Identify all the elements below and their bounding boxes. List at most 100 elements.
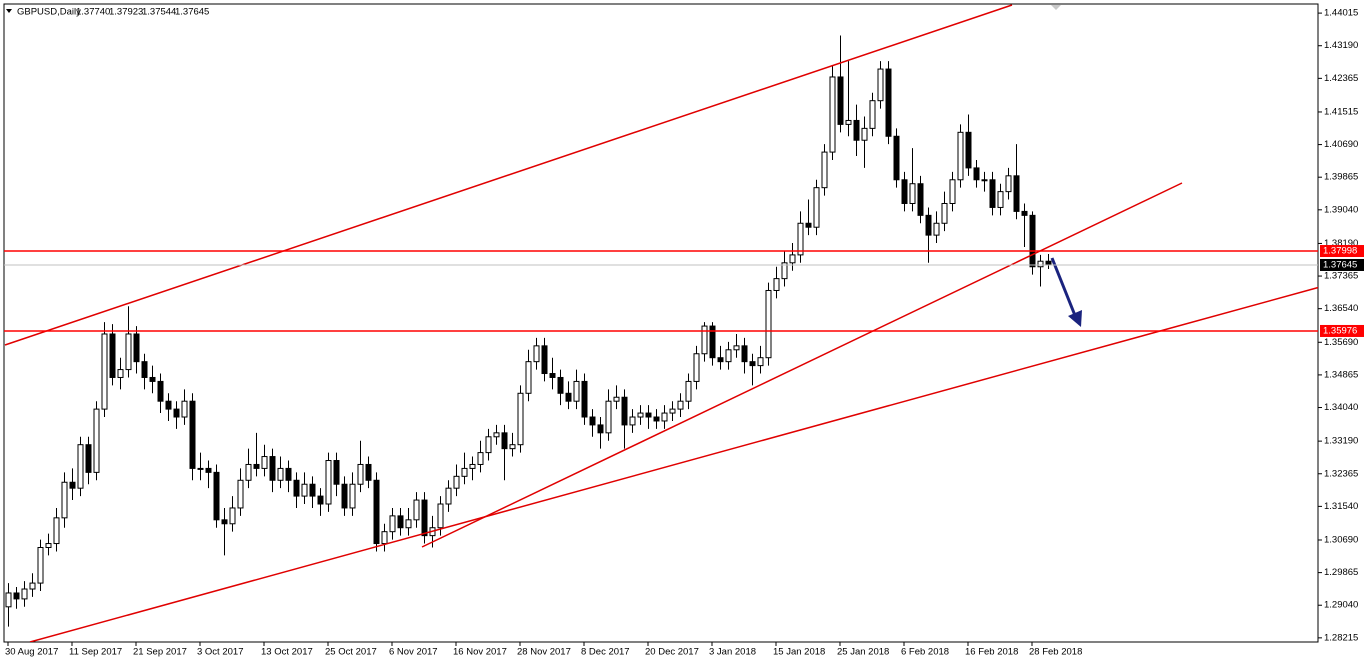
candle-body bbox=[413, 499, 420, 521]
candle-body bbox=[637, 412, 644, 418]
candle-body bbox=[773, 278, 780, 291]
level-label: 1.35976 bbox=[1323, 325, 1357, 336]
candle-body bbox=[701, 325, 708, 355]
candle-body bbox=[661, 412, 668, 422]
candle-body bbox=[101, 333, 108, 410]
candle-body bbox=[981, 179, 988, 182]
y-tick-label: 1.28215 bbox=[1324, 632, 1358, 643]
price-label: 1.37645 bbox=[1323, 259, 1357, 270]
y-tick-label: 1.39865 bbox=[1324, 172, 1358, 183]
candle-body bbox=[165, 400, 172, 410]
candle-body bbox=[189, 400, 196, 469]
candle-body bbox=[1045, 260, 1052, 266]
candle-body bbox=[965, 131, 972, 169]
channel-lower bbox=[29, 286, 1318, 642]
y-tick-label: 1.34040 bbox=[1324, 402, 1358, 413]
candle-body bbox=[565, 392, 572, 402]
level-label: 1.37998 bbox=[1323, 246, 1357, 257]
candle-body bbox=[229, 507, 236, 525]
candle-body bbox=[957, 131, 964, 181]
candle-body bbox=[829, 76, 836, 153]
candle-body bbox=[821, 151, 828, 189]
candle-body bbox=[725, 349, 732, 363]
candle-body bbox=[533, 345, 540, 363]
candle-body bbox=[1029, 214, 1036, 268]
candle-body bbox=[973, 167, 980, 181]
x-tick-label: 20 Dec 2017 bbox=[645, 647, 699, 658]
trendlines bbox=[4, 4, 1318, 642]
candle-body bbox=[157, 380, 164, 402]
candle-body bbox=[597, 424, 604, 434]
candle-body bbox=[1037, 260, 1044, 268]
candle-body bbox=[53, 517, 60, 545]
candle-body bbox=[13, 592, 20, 600]
candle-body bbox=[517, 392, 524, 446]
x-tick-label: 25 Oct 2017 bbox=[325, 647, 377, 658]
x-tick-label: 16 Nov 2017 bbox=[453, 647, 507, 658]
x-tick-label: 13 Oct 2017 bbox=[261, 647, 313, 658]
x-tick-label: 28 Feb 2018 bbox=[1029, 647, 1082, 658]
candle-body bbox=[37, 546, 44, 584]
candle-body bbox=[613, 396, 620, 402]
candle-body bbox=[437, 503, 444, 529]
y-tick-label: 1.44015 bbox=[1324, 8, 1358, 19]
candle-body bbox=[61, 481, 68, 519]
x-tick-label: 3 Oct 2017 bbox=[197, 647, 243, 658]
candle-body bbox=[853, 119, 860, 141]
candle-body bbox=[733, 345, 740, 351]
candles bbox=[5, 35, 1052, 627]
candle-body bbox=[797, 222, 804, 256]
candle-body bbox=[693, 353, 700, 382]
candle-body bbox=[397, 515, 404, 529]
candle-body bbox=[813, 187, 820, 228]
candle-body bbox=[709, 325, 716, 359]
candle-body bbox=[877, 68, 884, 102]
candle-body bbox=[405, 519, 412, 529]
candle-body bbox=[549, 373, 556, 378]
candle-body bbox=[477, 452, 484, 465]
candle-body bbox=[149, 376, 156, 382]
candle-body bbox=[173, 408, 180, 418]
y-tick-label: 1.36540 bbox=[1324, 303, 1358, 314]
y-tick-label: 1.29040 bbox=[1324, 600, 1358, 611]
forecast-arrowhead bbox=[1068, 310, 1082, 327]
candle-body bbox=[421, 499, 428, 537]
candle-body bbox=[373, 479, 380, 545]
candle-body bbox=[333, 460, 340, 485]
candle-body bbox=[805, 222, 812, 228]
candle-body bbox=[717, 357, 724, 363]
candle-body bbox=[621, 396, 628, 426]
candle-body bbox=[205, 467, 212, 473]
y-tick-label: 1.39040 bbox=[1324, 204, 1358, 215]
candle-body bbox=[1021, 210, 1028, 216]
header-close: 1.37645 bbox=[175, 7, 209, 18]
candle-body bbox=[581, 380, 588, 418]
candle-body bbox=[253, 463, 260, 469]
candle-body bbox=[125, 333, 132, 371]
candle-body bbox=[989, 179, 996, 208]
candle-body bbox=[589, 416, 596, 426]
candle-body bbox=[917, 183, 924, 216]
y-tick-label: 1.33190 bbox=[1324, 436, 1358, 447]
candle-body bbox=[845, 119, 852, 125]
x-tick-label: 16 Feb 2018 bbox=[965, 647, 1018, 658]
candle-body bbox=[909, 183, 916, 204]
candle-body bbox=[941, 202, 948, 224]
y-tick-label: 1.43190 bbox=[1324, 40, 1358, 51]
candle-body bbox=[213, 471, 220, 521]
y-tick-label: 1.31540 bbox=[1324, 501, 1358, 512]
y-tick-label: 1.37365 bbox=[1324, 271, 1358, 282]
y-tick-label: 1.32365 bbox=[1324, 468, 1358, 479]
candle-body bbox=[925, 214, 932, 236]
candle-body bbox=[301, 483, 308, 497]
candle-body bbox=[5, 592, 12, 608]
candle-body bbox=[77, 444, 84, 489]
y-tick-label: 1.42365 bbox=[1324, 73, 1358, 84]
candle-body bbox=[605, 400, 612, 434]
candle-body bbox=[181, 400, 188, 418]
x-tick-label: 6 Feb 2018 bbox=[901, 647, 949, 658]
menu-triangle[interactable] bbox=[6, 9, 12, 13]
candle-body bbox=[949, 179, 956, 204]
candle-body bbox=[221, 519, 228, 525]
candle-body bbox=[485, 436, 492, 454]
